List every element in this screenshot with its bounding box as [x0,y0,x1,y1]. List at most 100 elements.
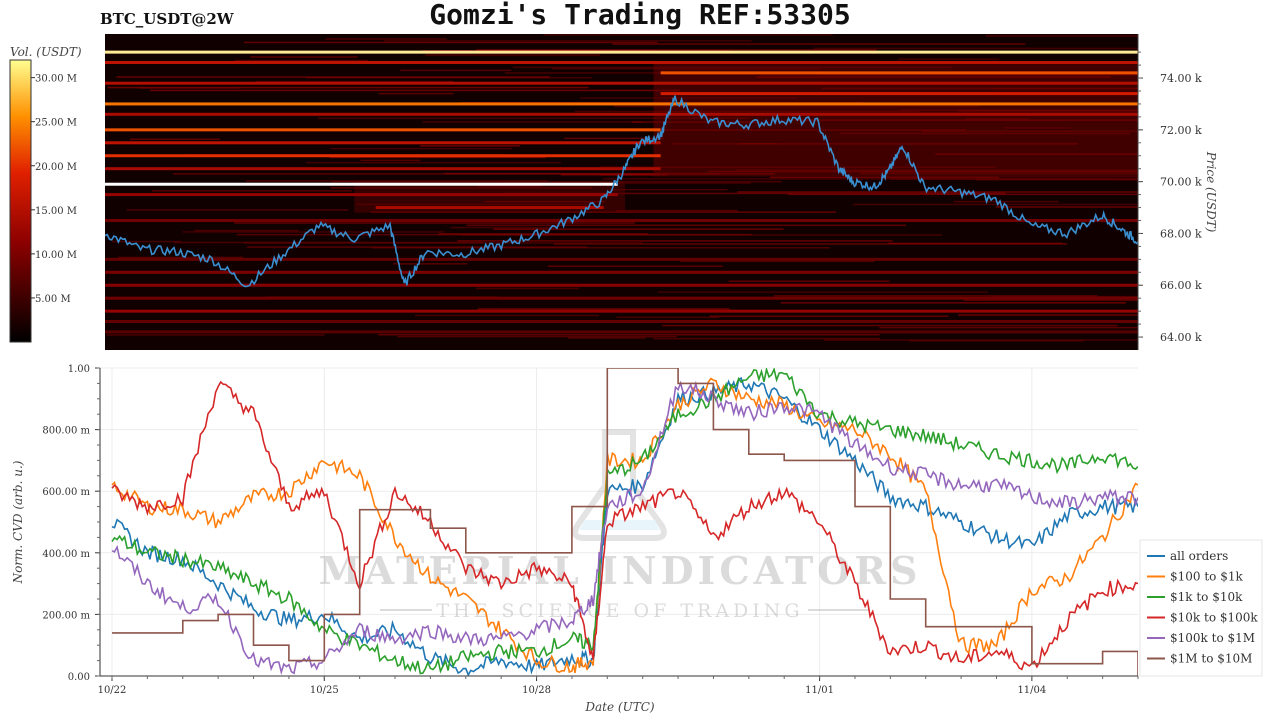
heatmap-texture [476,49,877,51]
liquidity-band [105,81,1138,85]
heatmap-texture [378,333,880,336]
heatmap-texture [773,295,1098,297]
heatmap-texture [995,206,1138,208]
heatmap-texture [493,228,784,230]
heatmap-texture [457,240,893,242]
colorbar-tick-label: 25.00 M [35,118,77,129]
heatmap-texture [466,224,907,227]
heatmap-texture [318,117,750,119]
legend-entry: all orders [1170,549,1228,563]
heatmap-texture [420,145,520,147]
colorbar-label: Vol. (USDT) [10,45,82,59]
legend-entry: $10k to $100k [1170,611,1258,625]
heatmap-texture [852,203,1138,206]
heatmap-texture [392,263,468,265]
colorbar-tick-label: 20.00 M [35,162,77,173]
price-line [105,95,1138,288]
heatmap-texture [244,41,658,44]
cvd-panel: MATERIAL INDICATORS THE SCIENCE OF TRADI… [11,364,1263,714]
cvd-series-line [112,368,1138,676]
liquidity-band [105,112,1138,116]
watermark: MATERIAL INDICATORS THE SCIENCE OF TRADI… [319,429,922,622]
liquidity-band [105,283,1138,287]
heatmap-texture [963,299,1138,302]
watermark-brand: MATERIAL INDICATORS [319,548,922,593]
heatmap-panel: 64.00 k 66.00 k 68.00 k 70.00 k 72.00 k 74.00… [105,34,1218,350]
liquidity-band [105,270,1138,274]
liquidity-band [660,92,1138,96]
liquidity-band [660,71,1138,75]
watermark-tagline: THE SCIENCE OF TRADING [436,600,803,622]
colorbar-gradient [9,59,32,343]
heatmap-texture [422,121,643,123]
liquidity-band [105,309,1138,313]
heatmap-texture [107,86,589,89]
price-tick-label: 74.00 k [1160,72,1202,85]
heatmap-texture [813,47,1138,50]
colorbar-tick-label: 15.00 M [35,206,77,217]
legend-box [1139,539,1263,677]
heatmap-texture [567,337,646,339]
colorbar-tick-label: 10.00 M [35,250,77,261]
liquidity-band [105,102,1138,106]
heatmap-texture [150,89,680,92]
heatmap-texture [126,209,349,211]
heatmap-texture [400,69,512,72]
page-title: Gomzi's Trading REF:53305 [429,0,851,31]
heatmap-texture [615,209,738,212]
cvd-y-tick-label: 200.00 m [42,610,90,621]
heatmap-texture [116,76,550,78]
liquidity-band [105,128,661,132]
cvd-x-tick-label: 10/28 [522,685,551,696]
heatmap-texture [129,138,221,140]
heatmap-texture [330,147,512,150]
heatmap-texture [151,190,352,192]
cvd-x-tick-label: 11/04 [1017,685,1046,696]
heatmap-texture [879,326,1138,329]
cvd-series-line [111,380,1138,671]
liquidity-band [105,330,1138,334]
liquidity-band [105,154,661,158]
heatmap-texture [255,80,454,83]
heatmap-texture [118,256,244,259]
heatmap-texture [425,54,601,56]
heatmap-texture [501,182,751,184]
heatmap-texture [415,314,600,317]
heatmap-texture [371,246,830,249]
liquidity-band [105,141,661,145]
heatmap-texture [953,200,1059,203]
heatmap-texture [737,191,1138,193]
heatmap-texture [603,178,1114,180]
legend: all orders $100 to $1k $1k to $10k $10k to … [1139,539,1263,677]
heatmap-texture [897,58,1000,60]
heatmap-texture [543,34,833,36]
price-tick-label: 64.00 k [1160,331,1202,344]
heatmap-texture [728,280,890,283]
heatmap-texture [234,222,635,224]
heatmap-texture [305,161,561,164]
cvd-y-axis-label: Norm. CVD (arb. u.) [11,460,25,584]
heatmap-texture [564,137,664,140]
cvd-y-tick-label: 1.00 [68,364,90,375]
heatmap-texture [236,233,752,236]
heatmap-texture [106,334,325,336]
cvd-series-line [111,380,1138,676]
liquidity-band [105,60,1138,64]
heatmap-texture [243,242,643,244]
colorbar-tick-label: 5.00 M [35,294,71,305]
chart-symbol-title: BTC_USDT@2W [100,10,234,28]
heatmap-texture [477,308,730,310]
colorbar-tick-label: 30.00 M [35,74,77,85]
heatmap-texture [547,265,723,267]
cvd-y-tick-label: 800.00 m [42,426,90,437]
heatmap-texture [709,315,949,317]
cvd-x-tick-label: 10/22 [98,685,127,696]
heatmap-texture [662,324,1118,327]
heatmap-texture [504,192,1006,195]
heatmap-texture [234,59,369,62]
heatmap-texture [657,291,989,293]
heatmap-texture [882,176,1138,178]
liquidity-band [105,167,661,171]
heatmap-texture [680,260,875,263]
